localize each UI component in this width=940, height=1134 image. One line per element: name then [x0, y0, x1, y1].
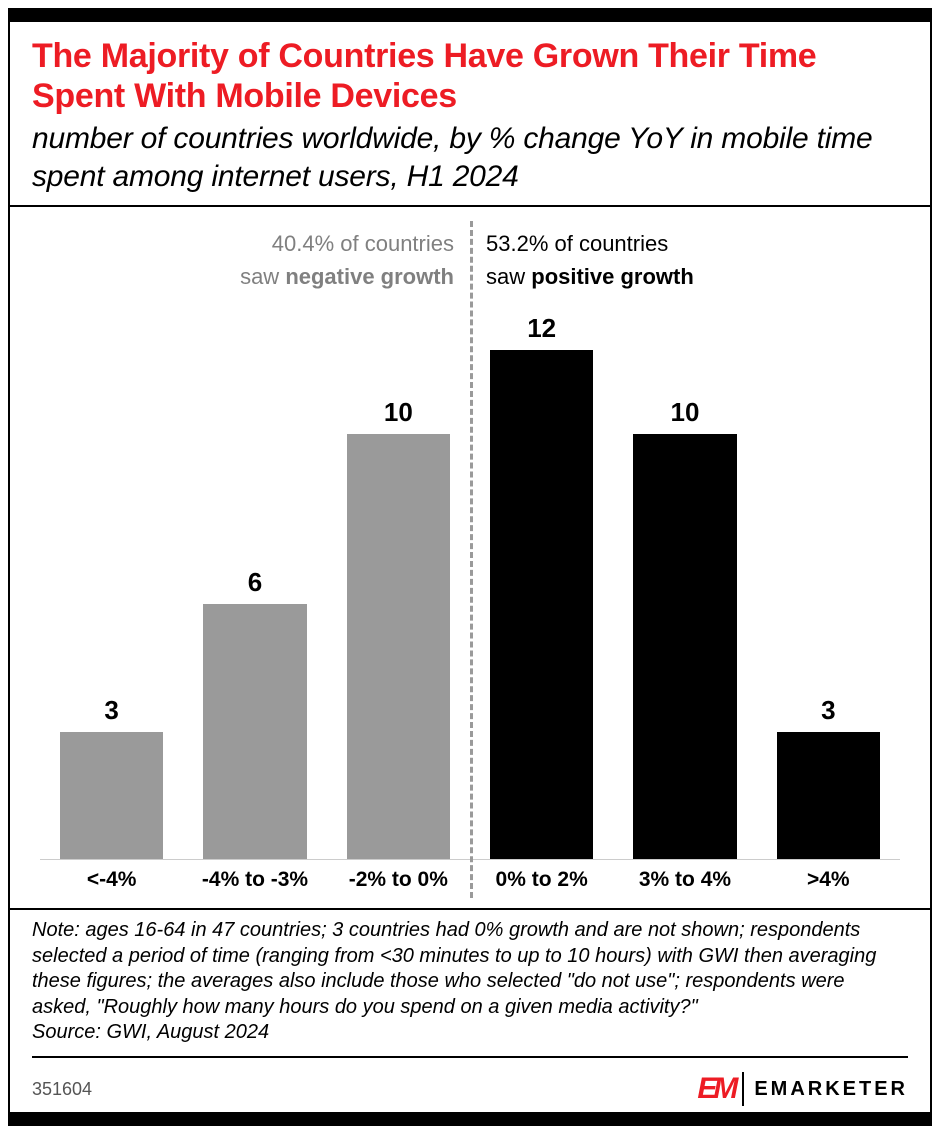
x-axis-label: -2% to 0% — [327, 868, 470, 892]
annotation-negative-pct: 40.4% of countries — [272, 231, 454, 256]
chart-card: The Majority of Countries Have Grown The… — [8, 8, 932, 1126]
bar-slot: 6 — [183, 305, 326, 859]
brand-mark-icon: EM — [697, 1072, 744, 1106]
bar — [490, 350, 593, 860]
annotation-positive-pct: 53.2% of countries — [486, 231, 668, 256]
bar-value-label: 10 — [671, 397, 700, 428]
chart-subtitle: number of countries worldwide, by % chan… — [32, 120, 908, 195]
bar-slot: 12 — [470, 305, 613, 859]
bar-value-label: 3 — [821, 695, 835, 726]
annotation-positive: 53.2% of countries saw positive growth — [472, 227, 900, 293]
bar — [777, 732, 880, 859]
bar-slot: 3 — [40, 305, 183, 859]
annotation-negative-bold: negative growth — [285, 264, 454, 289]
x-axis-label: >4% — [757, 868, 900, 892]
bar — [347, 434, 450, 859]
chart-area: 40.4% of countries saw negative growth 5… — [10, 205, 930, 910]
chart-title: The Majority of Countries Have Grown The… — [32, 36, 908, 116]
x-axis-label: 0% to 2% — [470, 868, 613, 892]
bottom-row: 351604 EM EMARKETER — [10, 1066, 930, 1112]
bar-value-label: 10 — [384, 397, 413, 428]
annotation-negative-text: saw — [240, 264, 285, 289]
bar-value-label: 6 — [248, 567, 262, 598]
bars: 3 6 10 12 10 3 — [40, 305, 900, 859]
bar-value-label: 3 — [104, 695, 118, 726]
footer-note-source: Note: ages 16-64 in 47 countries; 3 coun… — [32, 918, 908, 1058]
note-text: Note: ages 16-64 in 47 countries; 3 coun… — [32, 919, 876, 1018]
footer: Note: ages 16-64 in 47 countries; 3 coun… — [10, 910, 930, 1066]
source-text: Source: GWI, August 2024 — [32, 1021, 269, 1043]
bar-value-label: 12 — [527, 313, 556, 344]
bars-container: 3 6 10 12 10 3 — [40, 305, 900, 859]
bar — [203, 604, 306, 859]
header: The Majority of Countries Have Grown The… — [10, 22, 930, 205]
bar-slot: 3 — [757, 305, 900, 859]
bar — [633, 434, 736, 859]
chart-id: 351604 — [32, 1079, 92, 1100]
brand-logo: EM EMARKETER — [697, 1072, 908, 1106]
brand-text: EMARKETER — [754, 1078, 908, 1101]
bar-slot: 10 — [613, 305, 756, 859]
bar — [60, 732, 163, 859]
annotation-positive-bold: positive growth — [531, 264, 694, 289]
bar-slot: 10 — [327, 305, 470, 859]
x-axis-label: <-4% — [40, 868, 183, 892]
annotation-negative: 40.4% of countries saw negative growth — [40, 227, 472, 293]
annotation-positive-text: saw — [486, 264, 531, 289]
x-axis-label: 3% to 4% — [613, 868, 756, 892]
x-axis-label: -4% to -3% — [183, 868, 326, 892]
